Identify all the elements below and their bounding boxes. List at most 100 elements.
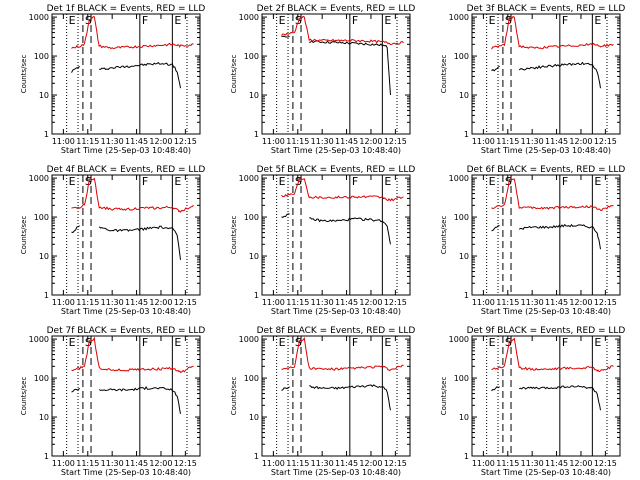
events-series-line (491, 65, 500, 72)
time-marker-label: F (562, 336, 568, 349)
events-series-line (281, 35, 290, 38)
time-marker-label: F (352, 14, 358, 27)
time-marker-label: F (142, 175, 148, 188)
events-series-line (518, 385, 601, 411)
detector-panel: Det 4f BLACK = Events, RED = LLD 1 10 100 10… (20, 165, 205, 316)
x-tick-label: 12:00 (569, 459, 592, 468)
panel-title: Det 6f BLACK = Events, RED = LLD (467, 165, 626, 175)
plot-frame (51, 174, 201, 296)
time-marker-label: E (594, 336, 601, 349)
x-axis-label: Start Time (25-Sep-03 10:48:40) (271, 307, 401, 316)
y-tick-label: 1 (254, 130, 259, 139)
x-tick-label: 11:00 (262, 137, 285, 146)
x-tick-label: 12:15 (174, 459, 197, 468)
detector-panel: Det 9f BLACK = Events, RED = LLD 1 10 100 10… (440, 326, 625, 477)
time-marker-label: E (384, 336, 391, 349)
x-axis-label: Start Time (25-Sep-03 10:48:40) (271, 146, 401, 155)
events-series-line (99, 61, 181, 89)
x-tick-label: 12:15 (174, 298, 197, 307)
lld-series-line (71, 16, 194, 50)
y-tick-label: 1 (44, 291, 49, 300)
y-tick-label: 10 (249, 413, 259, 422)
events-series-line (98, 386, 181, 414)
y-tick-label: 100 (34, 52, 49, 61)
detector-panel: Det 2f BLACK = Events, RED = LLD 1 10 100 10… (230, 4, 415, 155)
x-tick-label: 11:45 (125, 137, 148, 146)
time-marker-label: F (352, 175, 358, 188)
x-tick-label: 12:00 (359, 298, 382, 307)
x-tick-label: 11:30 (101, 459, 124, 468)
time-marker-label: F (352, 336, 358, 349)
events-series-line (491, 225, 500, 232)
x-axis-label: Start Time (25-Sep-03 10:48:40) (61, 307, 191, 316)
y-axis-label: Counts/sec (230, 377, 238, 416)
y-tick-label: 1000 (449, 335, 469, 344)
x-tick-label: 11:45 (125, 298, 148, 307)
x-tick-label: 11:45 (125, 459, 148, 468)
x-tick-label: 11:15 (76, 459, 99, 468)
panel-title: Det 3f BLACK = Events, RED = LLD (467, 4, 626, 14)
time-marker-label: E (69, 14, 76, 27)
y-tick-label: 1 (464, 452, 469, 461)
y-tick-label: 1000 (29, 13, 49, 22)
time-marker-label: S (505, 175, 512, 188)
lld-series-line (71, 177, 194, 213)
panel-title: Det 8f BLACK = Events, RED = LLD (257, 326, 416, 336)
events-series-line (491, 386, 500, 392)
time-marker-label: E (384, 14, 391, 27)
y-tick-label: 10 (459, 91, 469, 100)
plot-frame (261, 13, 411, 135)
x-tick-label: 12:00 (569, 137, 592, 146)
plot-frame (471, 174, 621, 296)
x-tick-label: 11:30 (521, 459, 544, 468)
x-tick-label: 11:00 (472, 298, 495, 307)
x-tick-label: 12:15 (594, 137, 617, 146)
x-tick-label: 11:15 (496, 459, 519, 468)
x-tick-label: 11:15 (286, 298, 309, 307)
x-tick-label: 11:15 (286, 459, 309, 468)
x-axis-label: Start Time (25-Sep-03 10:48:40) (481, 307, 611, 316)
x-tick-label: 12:15 (384, 459, 407, 468)
x-tick-label: 11:00 (52, 459, 75, 468)
x-axis-label: Start Time (25-Sep-03 10:48:40) (61, 146, 191, 155)
x-tick-label: 11:00 (472, 459, 495, 468)
y-tick-label: 100 (244, 52, 259, 61)
y-tick-label: 1 (464, 130, 469, 139)
y-tick-label: 1000 (449, 174, 469, 183)
x-tick-label: 12:00 (359, 137, 382, 146)
x-tick-label: 12:00 (149, 298, 172, 307)
y-tick-label: 10 (249, 91, 259, 100)
x-tick-label: 12:15 (594, 459, 617, 468)
time-marker-label: E (174, 175, 181, 188)
x-tick-label: 11:00 (262, 459, 285, 468)
y-tick-label: 1 (464, 291, 469, 300)
time-marker-label: E (384, 175, 391, 188)
y-tick-label: 100 (34, 374, 49, 383)
time-marker-label: E (69, 336, 76, 349)
panel-title: Det 7f BLACK = Events, RED = LLD (47, 326, 206, 336)
x-tick-label: 11:30 (101, 137, 124, 146)
time-marker-label: S (85, 14, 92, 27)
time-marker-label: S (295, 336, 302, 349)
time-marker-label: E (489, 14, 496, 27)
plot-frame (471, 13, 621, 135)
time-marker-label: E (174, 336, 181, 349)
x-tick-label: 11:45 (545, 137, 568, 146)
lld-series-line (491, 178, 614, 211)
x-tick-label: 11:00 (52, 298, 75, 307)
x-tick-label: 12:00 (149, 137, 172, 146)
time-marker-label: S (85, 336, 92, 349)
events-series-line (309, 39, 391, 96)
x-tick-label: 11:15 (496, 137, 519, 146)
events-series-line (71, 225, 80, 234)
plot-frame (471, 335, 621, 457)
time-marker-label: F (142, 336, 148, 349)
plot-frame (51, 335, 201, 457)
y-tick-label: 1000 (449, 13, 469, 22)
events-series-line (281, 213, 290, 218)
y-tick-label: 1000 (239, 335, 259, 344)
y-tick-label: 100 (454, 374, 469, 383)
events-series-line (518, 223, 601, 250)
time-marker-label: E (69, 175, 76, 188)
